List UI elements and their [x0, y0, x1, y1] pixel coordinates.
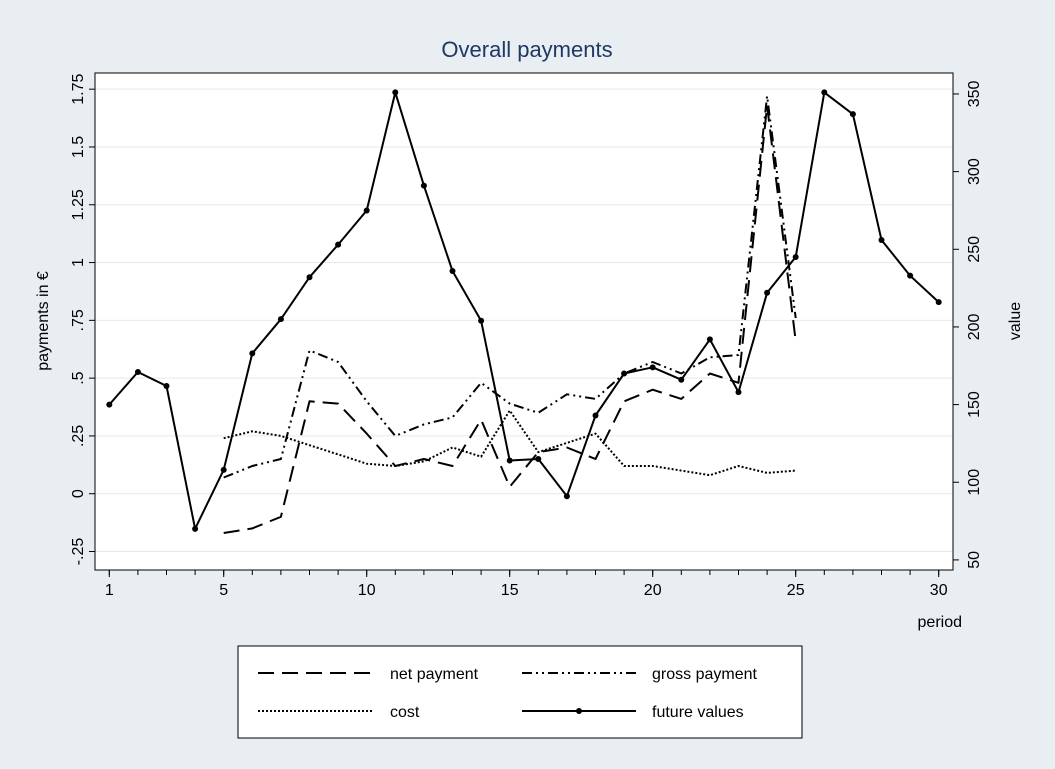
y-left-tick-label: 1	[70, 258, 87, 267]
y-left-tick-label: .75	[70, 309, 87, 331]
y-right-tick-label: 350	[966, 81, 983, 108]
y-right-tick-label: 150	[966, 391, 983, 418]
data-point-future-values	[192, 525, 199, 532]
data-point-future-values	[706, 336, 713, 343]
plot-frame	[94, 72, 954, 571]
x-tick-label: 30	[930, 582, 948, 599]
y-right-tick-label: 50	[966, 551, 983, 569]
data-point-future-values	[363, 207, 370, 214]
data-point-future-values	[592, 412, 599, 419]
data-point-future-values	[449, 268, 456, 275]
plot-area	[95, 73, 953, 570]
y-right-tick-label: 300	[966, 158, 983, 185]
y-left-tick-label: 1.25	[70, 189, 87, 220]
data-point-future-values	[277, 316, 284, 323]
y-left-axis-title: payments in €	[35, 271, 52, 371]
legend-label-cost: cost	[390, 704, 420, 721]
data-point-future-values	[392, 89, 399, 96]
data-point-future-values	[134, 368, 141, 375]
x-axis-title: period	[918, 614, 962, 631]
y-left-tick-label: 1.75	[70, 74, 87, 105]
x-tick-label: 20	[644, 582, 662, 599]
data-point-future-values	[849, 111, 856, 118]
data-point-future-values	[907, 272, 914, 279]
tick-labels: -.25 0 .25 .5 .75 1 1.25 1.5 1.75 50 100 150 200 250 3…	[70, 74, 983, 599]
data-point-future-values	[306, 274, 313, 281]
x-tick-label: 25	[787, 582, 805, 599]
data-point-future-values	[678, 376, 685, 383]
data-point-future-values	[649, 364, 656, 371]
data-point-future-values	[621, 370, 628, 377]
y-left-tick-label: .25	[70, 425, 87, 447]
data-point-future-values	[478, 317, 485, 324]
data-point-future-values	[420, 182, 427, 189]
series-line-cost	[223, 409, 796, 477]
data-point-future-values	[220, 466, 227, 473]
data-point-future-values	[535, 455, 542, 462]
data-point-future-values	[506, 457, 513, 464]
y-left-tick-label: -.25	[70, 538, 87, 566]
legend-label-future-values: future values	[652, 704, 744, 721]
y-left-tick-label: .5	[70, 371, 87, 384]
series-line-net-payment	[223, 104, 797, 534]
y-right-tick-label: 200	[966, 313, 983, 340]
legend-label-net-payment: net payment	[390, 666, 479, 683]
x-tick-label: 1	[105, 582, 114, 599]
data-point-future-values	[249, 350, 256, 357]
chart-title: Overall payments	[441, 37, 612, 62]
data-point-future-values	[163, 382, 170, 389]
x-tick-label: 10	[358, 582, 376, 599]
legend-marker-future-values	[576, 708, 582, 714]
data-point-future-values	[106, 401, 113, 408]
x-tick-label: 15	[501, 582, 519, 599]
data-point-future-values	[735, 389, 742, 396]
axes	[89, 72, 959, 577]
y-left-tick-label: 1.5	[70, 136, 87, 158]
series-line-gross-payment	[223, 95, 797, 479]
data-point-future-values	[821, 89, 828, 96]
legend-label-gross-payment: gross payment	[652, 666, 757, 683]
y-right-tick-label: 250	[966, 236, 983, 263]
data-point-future-values	[563, 493, 570, 500]
data-point-future-values	[878, 236, 885, 243]
data-point-future-values	[935, 299, 942, 306]
data-point-future-values	[335, 241, 342, 248]
series-lines	[106, 89, 942, 534]
y-right-axis-title: value	[1007, 302, 1024, 340]
data-point-future-values	[764, 289, 771, 296]
legend-box	[237, 645, 803, 739]
x-tick-label: 5	[219, 582, 228, 599]
y-right-tick-label: 100	[966, 469, 983, 496]
legend: net payment gross payment cost future va…	[237, 645, 803, 739]
grid-lines	[95, 88, 953, 553]
data-point-future-values	[792, 254, 799, 261]
y-left-tick-label: 0	[70, 489, 87, 498]
series-line-future-values	[108, 91, 940, 530]
